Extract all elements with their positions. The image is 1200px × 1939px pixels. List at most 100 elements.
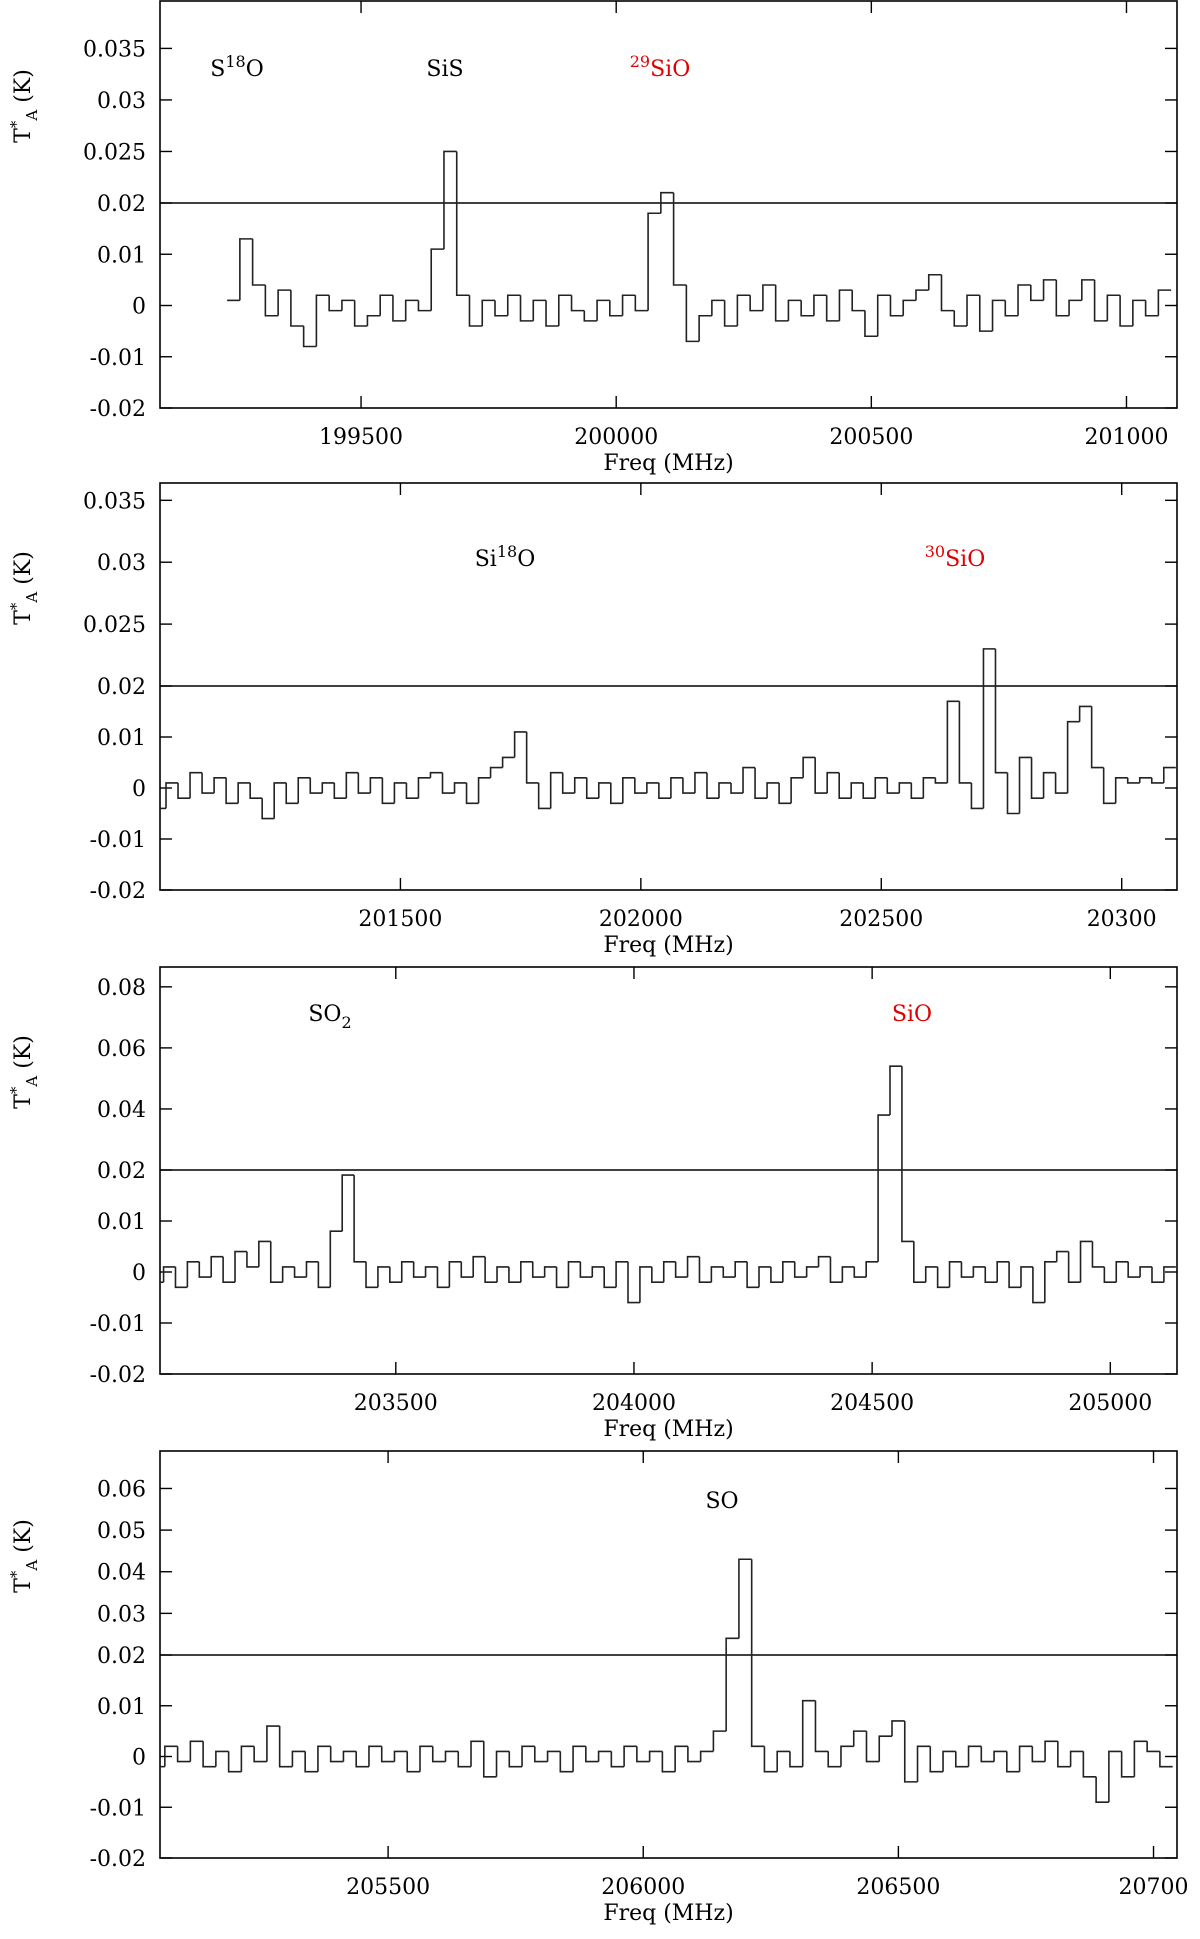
spectrum-step — [924, 1266, 938, 1283]
spectrum-step — [249, 782, 263, 799]
text-part: (K) — [11, 1519, 36, 1560]
spectrum-step — [610, 1751, 625, 1768]
x-tick-label: 199500 — [319, 425, 403, 450]
spectrum-step — [754, 767, 768, 799]
spectrum-step — [519, 295, 534, 322]
spectrum-step — [341, 299, 355, 311]
spectrum-step — [862, 782, 876, 799]
spectrum-step — [734, 1261, 748, 1278]
spectrum-step — [521, 1745, 535, 1767]
spectrum-step — [269, 1241, 283, 1283]
spectrum-step — [177, 782, 191, 799]
spectrum-step — [436, 1266, 450, 1289]
spectrum-step — [1127, 1261, 1141, 1278]
y2-tick-label: 0.03 — [97, 89, 146, 114]
spectrum-step — [1078, 705, 1092, 722]
y2-tick-label: 0.03 — [97, 551, 146, 576]
spectrum-step — [774, 285, 789, 322]
spectrum-step — [1150, 777, 1164, 784]
spectrum-step — [787, 299, 802, 321]
spectrum-step — [273, 782, 287, 819]
spectrum-step — [910, 782, 924, 799]
spectrum-step — [936, 1266, 950, 1289]
spectrum-step — [302, 326, 317, 348]
spectrum-panel: -0.02 -0.01 0 0.01 0.02 0.025 0.03 0.035 201500 2… — [7, 482, 1178, 958]
y-tick-label: 0 — [132, 1746, 146, 1771]
x-tick-label: 200000 — [574, 425, 658, 450]
spectrum-step — [853, 1266, 867, 1278]
spectrum-step — [202, 1741, 216, 1768]
x-tick-label: 202500 — [839, 907, 923, 932]
spectrum-step — [725, 1637, 739, 1732]
spectrum-step — [1066, 720, 1080, 794]
spectrum-step — [1079, 1240, 1093, 1283]
spectrum-step — [579, 1261, 593, 1278]
spectrum-step — [789, 1751, 803, 1768]
spectrum-step — [404, 299, 419, 321]
spectrum-step — [213, 777, 227, 794]
y-tick-label: 0.01 — [97, 1210, 146, 1235]
spectrum-step — [573, 777, 587, 794]
text-part: T — [11, 610, 36, 625]
spectrum-step — [763, 1746, 778, 1773]
superscript: 18 — [225, 52, 245, 71]
spectrum-step — [380, 1746, 395, 1763]
spectrum-step — [237, 782, 251, 804]
spectrum-step — [778, 782, 792, 805]
line-label: 30SiO — [925, 542, 986, 572]
superscript: * — [7, 120, 25, 128]
spectrum-step — [817, 1255, 831, 1267]
spectrum-step — [609, 782, 623, 805]
spectrum-step — [694, 771, 707, 794]
y-tick-label: 0.02 — [97, 675, 146, 700]
spectrum-step — [430, 248, 444, 311]
spectrum-step — [1144, 300, 1159, 317]
text-part: T — [11, 128, 36, 143]
x-axis-label: Freq (MHz) — [603, 933, 733, 958]
spectrum-step — [1081, 279, 1095, 301]
spectrum-step — [623, 1745, 637, 1767]
spectrum-step — [742, 766, 756, 794]
spectrum-step — [954, 1751, 969, 1768]
text-part: SiS — [426, 57, 463, 82]
y-axis-label: T*A (K) — [7, 1035, 41, 1109]
y-axis-label: T*A (K) — [7, 551, 41, 625]
spectrum-step — [674, 1261, 688, 1278]
spectrum-step — [357, 772, 371, 794]
spectrum-step — [627, 1261, 640, 1304]
spectrum-step — [525, 731, 539, 784]
x-tick-label: 206000 — [601, 1875, 685, 1900]
spectrum-step — [419, 1745, 433, 1772]
y-tick-label: 0.02 — [97, 1159, 146, 1184]
spectrum-step — [534, 1746, 548, 1763]
spectrum-step — [972, 1266, 986, 1278]
spectrum-step — [1044, 1740, 1058, 1762]
y2-tick-label: 0.06 — [97, 1477, 146, 1502]
spectrum-step — [393, 782, 407, 804]
spectrum-step — [953, 310, 968, 327]
spectrum-step — [646, 782, 659, 794]
spectrum-step — [321, 782, 335, 794]
spectrum-step — [922, 777, 936, 799]
spectrum-step — [1146, 1741, 1160, 1753]
spectrum-step — [585, 777, 599, 799]
spectrum-step — [1044, 1261, 1057, 1303]
spectrum-step — [929, 1746, 944, 1773]
spectrum-step — [494, 300, 508, 317]
spectrum-step — [583, 310, 598, 322]
spectrum-step — [234, 1250, 247, 1283]
spectrum-step — [266, 1725, 280, 1762]
spectrum — [160, 648, 1176, 820]
spectrum-step — [850, 782, 864, 799]
text-part: S — [210, 57, 225, 82]
spectrum-step — [570, 295, 585, 312]
spectrum-step — [1008, 1261, 1021, 1289]
y2-tick-label: 0.05 — [97, 1519, 146, 1544]
spectrum-step — [400, 1261, 414, 1283]
spectrum-step — [993, 1750, 1007, 1762]
text-part: O — [246, 57, 264, 82]
spectrum-step — [889, 295, 904, 317]
spectrum-step — [813, 294, 827, 316]
spectrum-step — [865, 1261, 879, 1278]
spectrum-step — [648, 1750, 663, 1762]
